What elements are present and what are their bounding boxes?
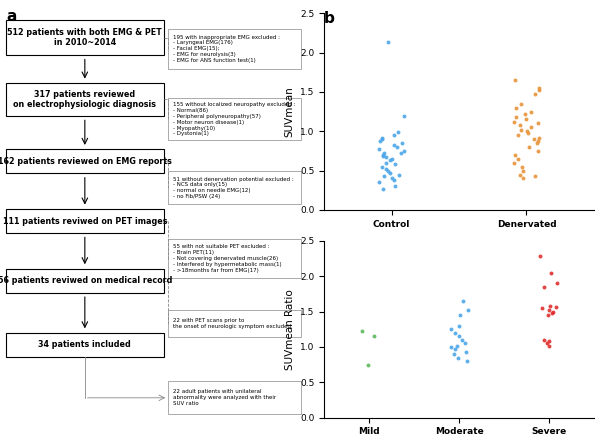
Point (381, 165, 391, 172)
Point (449, 351, 459, 358)
Point (539, 336, 548, 343)
Point (382, 154, 391, 161)
Point (534, 87, 544, 94)
Point (387, 155, 397, 162)
Text: 155 without localized neuropathy excluded :
- Normal(86)
- Peripheral polyneurop: 155 without localized neuropathy exclude… (173, 103, 295, 136)
FancyBboxPatch shape (6, 20, 164, 55)
Point (552, 280, 562, 287)
Point (454, 333, 464, 340)
Point (516, 126, 526, 133)
Point (381, 159, 391, 166)
Point (544, 342, 553, 349)
Point (529, 136, 539, 143)
Point (383, 167, 393, 174)
Point (530, 172, 540, 179)
Point (534, 84, 544, 91)
Text: p=0.028 by Mann-Whitney test: p=0.028 by Mann-Whitney test (388, 253, 530, 262)
Text: 317 patients reviewed
on electrophysiologic diagnosis: 317 patients reviewed on electrophysiolo… (13, 90, 156, 109)
FancyBboxPatch shape (6, 268, 164, 293)
Point (453, 354, 463, 361)
Point (378, 151, 388, 158)
Point (527, 108, 536, 115)
Text: 22 with PET scans prior to
the onset of neurologic symptom excluded: 22 with PET scans prior to the onset of … (173, 318, 291, 329)
Point (523, 130, 533, 137)
Point (542, 340, 551, 347)
Point (509, 118, 519, 126)
Point (510, 151, 520, 158)
FancyBboxPatch shape (168, 29, 302, 69)
Point (374, 145, 384, 152)
Point (539, 283, 549, 290)
Text: 111 patients reviwed on PET images: 111 patients reviwed on PET images (2, 217, 167, 225)
Point (460, 340, 470, 347)
Point (399, 112, 408, 119)
Point (452, 342, 462, 349)
Point (389, 176, 399, 183)
Point (363, 361, 373, 368)
Point (390, 183, 399, 190)
Point (378, 185, 388, 192)
Point (378, 136, 387, 143)
Point (526, 124, 536, 131)
Point (511, 104, 521, 111)
Point (395, 171, 404, 178)
Point (399, 147, 409, 154)
Point (462, 348, 471, 355)
Point (390, 141, 399, 148)
Point (520, 110, 530, 118)
Point (516, 100, 526, 107)
FancyBboxPatch shape (6, 149, 164, 173)
Point (551, 304, 561, 311)
Point (397, 140, 407, 147)
Point (518, 175, 527, 182)
Point (544, 312, 553, 319)
Point (544, 338, 554, 345)
Text: 55 with not suitable PET excluded :
- Brain PET(11)
- Not covering denervated mu: 55 with not suitable PET excluded : - Br… (173, 244, 281, 273)
Y-axis label: SUVmean: SUVmean (285, 86, 295, 137)
Point (455, 312, 465, 319)
Point (357, 328, 367, 335)
Point (510, 159, 519, 166)
Point (447, 326, 456, 333)
Point (390, 132, 399, 139)
Point (375, 179, 384, 186)
Point (532, 140, 542, 147)
Text: 51 without denervation potential excluded :
- NCS data only(15)
- normal on need: 51 without denervation potential exclude… (173, 177, 293, 199)
Point (385, 169, 395, 176)
Point (369, 333, 379, 340)
Point (458, 297, 468, 305)
Point (447, 343, 456, 351)
FancyBboxPatch shape (6, 83, 164, 116)
Text: a: a (6, 9, 16, 24)
Point (533, 120, 542, 127)
Point (522, 116, 531, 123)
FancyBboxPatch shape (6, 209, 164, 233)
Point (390, 161, 399, 168)
Point (545, 302, 554, 309)
FancyBboxPatch shape (168, 310, 302, 337)
FancyBboxPatch shape (168, 381, 302, 415)
FancyBboxPatch shape (168, 239, 302, 278)
Point (450, 329, 460, 336)
Text: 22 adult patients with unilateral
abnormality were analyzed with their
SUV ratio: 22 adult patients with unilateral abnorm… (173, 389, 276, 406)
Point (450, 346, 460, 353)
Point (462, 358, 471, 365)
Point (378, 134, 387, 141)
Point (513, 132, 523, 139)
Text: 34 patients included: 34 patients included (38, 340, 132, 349)
Point (375, 137, 385, 144)
Text: p=0.028: p=0.028 (417, 249, 459, 258)
Point (385, 157, 395, 164)
FancyBboxPatch shape (168, 171, 302, 204)
Point (522, 128, 532, 135)
Point (379, 150, 388, 157)
Point (524, 144, 534, 151)
Point (384, 39, 393, 46)
Point (546, 269, 556, 276)
Point (377, 163, 387, 170)
FancyBboxPatch shape (6, 332, 164, 357)
Text: by Mann-Whitney test: by Mann-Whitney test (459, 249, 562, 258)
Point (463, 307, 473, 314)
Point (393, 144, 402, 151)
Point (454, 322, 464, 329)
